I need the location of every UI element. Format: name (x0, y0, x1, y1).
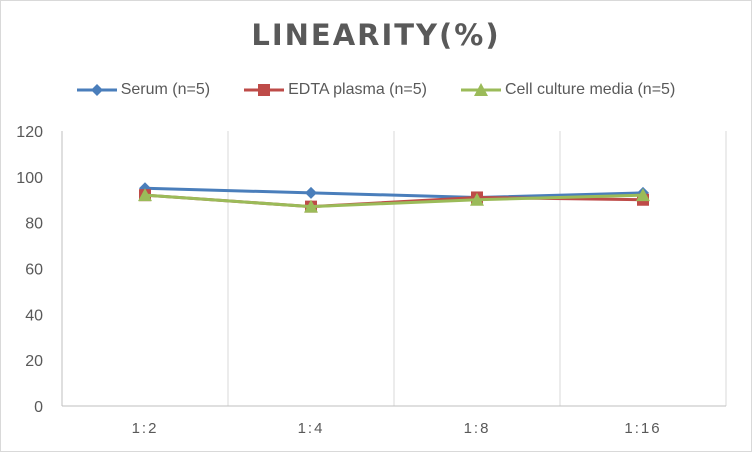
x-tick-label: 1:4 (298, 420, 325, 437)
legend-marker-serum (76, 84, 117, 96)
y-tick-label: 0 (34, 399, 43, 416)
legend-item-cell-culture-media: Cell culture media (n=5) (460, 81, 676, 99)
legend-label-edta-plasma: EDTA plasma (n=5) (288, 81, 427, 98)
data-point (304, 199, 318, 213)
legend-label-serum: Serum (n=5) (120, 81, 211, 98)
series-line (144, 186, 644, 199)
data-point (470, 192, 484, 206)
legend-item-serum: Serum (n=5) (76, 81, 211, 99)
legend-marker-cell-culture-media (460, 83, 501, 96)
data-point (138, 188, 152, 202)
legend-item-edta-plasma: EDTA plasma (n=5) (244, 81, 427, 99)
legend-label-cell-culture-media: Cell culture media (n=5) (504, 81, 676, 98)
x-tick-label: 1:16 (624, 420, 661, 437)
x-tick-label: 1:2 (132, 420, 159, 437)
chart-legend: Serum (n=5) EDTA plasma (n=5) Cell cultu… (0, 78, 752, 102)
y-tick-label: 120 (16, 124, 43, 141)
y-tick-label: 20 (25, 353, 43, 370)
data-point (305, 186, 317, 199)
series-line (144, 193, 644, 209)
legend-marker-edta-plasma (244, 84, 285, 96)
y-tick-label: 80 (25, 216, 43, 233)
y-tick-label: 40 (25, 307, 43, 324)
y-tick-label: 100 (16, 170, 43, 187)
y-tick-label: 60 (25, 262, 43, 279)
chart-title: LINEARITY(%) (251, 18, 501, 52)
x-tick-label: 1:8 (464, 420, 491, 437)
data-point (636, 188, 650, 202)
